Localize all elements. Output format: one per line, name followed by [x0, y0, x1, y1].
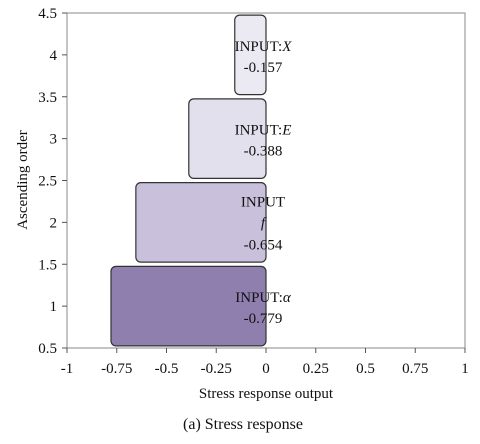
bar-group: INPUT f -0.654: [135, 181, 285, 263]
bar: [234, 14, 267, 96]
ticks-layer: -1 -0.75 -0.5 -0.25 0 0.25 0.5 0.75 1 0.5 1 1.5 2 2.5…: [38, 6, 469, 377]
bar-label-prefix: INPUT:: [235, 290, 283, 306]
bar-label-symbol: X: [281, 39, 292, 55]
bar-group: INPUT:E -0.388: [188, 98, 292, 180]
bar-value-label: -0.654: [244, 237, 283, 253]
y-tick-label: 4.5: [38, 6, 57, 22]
bar-group: INPUT:α-0.779: [110, 265, 292, 347]
y-tick-label: 4: [50, 48, 58, 64]
x-tick-label: 0: [262, 361, 270, 377]
bar-label-prefix: INPUT:: [235, 123, 283, 139]
chart-caption: (a) Stress response: [183, 416, 303, 433]
bar-label-symbol: α: [283, 290, 292, 306]
y-tick-label: 1.5: [38, 257, 57, 273]
y-axis-label: Ascending order: [15, 130, 31, 230]
y-tick-label: 2: [50, 215, 58, 231]
bar-label: INPUT:α: [235, 290, 292, 306]
bar: [188, 98, 267, 180]
bar-label-symbol: E: [281, 123, 291, 139]
bar-value-label: -0.157: [244, 60, 283, 76]
bar-label-symbol: f: [261, 215, 267, 231]
y-tick-label: 0.5: [38, 341, 57, 357]
x-tick-label: 0.5: [356, 361, 375, 377]
x-tick-label: 0.75: [402, 361, 428, 377]
y-tick-label: 3: [50, 132, 58, 148]
x-tick-label: -1: [61, 361, 74, 377]
x-tick-label: -0.75: [101, 361, 132, 377]
x-tick-label: -0.5: [155, 361, 179, 377]
bar-value-label: -0.779: [244, 311, 283, 327]
bar: [110, 265, 267, 347]
x-tick-label: 0.25: [303, 361, 329, 377]
x-axis-label: Stress response output: [199, 386, 334, 402]
bar-value-label: -0.388: [244, 144, 283, 160]
bar-group: INPUT:X -0.157: [234, 14, 293, 96]
x-tick-label: 1: [461, 361, 469, 377]
bar-label-prefix: INPUT: [241, 194, 285, 210]
y-tick-label: 3.5: [38, 90, 57, 106]
bar-label: INPUT:E: [235, 123, 292, 139]
bars-layer: INPUT:α-0.779INPUTf-0.654INPUT:E-0.388IN…: [110, 14, 293, 347]
y-tick-label: 1: [50, 299, 58, 315]
bar-label: INPUT:X: [235, 39, 293, 55]
bar-label-prefix: INPUT:: [235, 39, 283, 55]
y-tick-label: 2.5: [38, 174, 57, 190]
bar: [135, 181, 267, 263]
x-tick-label: -0.25: [201, 361, 232, 377]
